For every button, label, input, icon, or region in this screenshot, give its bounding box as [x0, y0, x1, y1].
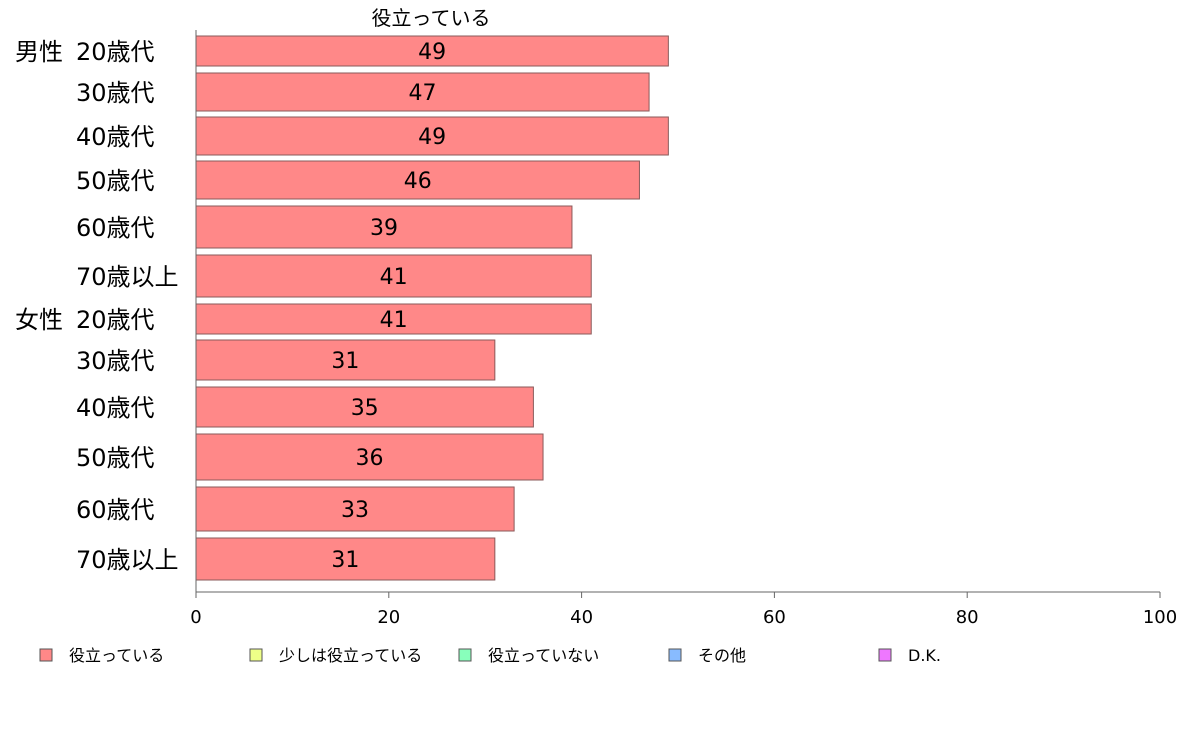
bar: [195, 537, 496, 581]
legend-label: D.K.: [908, 646, 941, 665]
category-label: 60歳代: [76, 496, 155, 524]
bar: [195, 303, 592, 335]
category-label: 30歳代: [76, 79, 155, 107]
category-labels: 20歳代男性30歳代40歳代50歳代60歳代70歳以上20歳代女性30歳代40歳…: [15, 38, 179, 574]
bar-value-label: 49: [418, 125, 446, 150]
x-tick-label: 20: [377, 607, 400, 628]
bar: [195, 160, 640, 200]
bar: [195, 72, 650, 112]
category-label: 50歳代: [76, 167, 155, 195]
bar: [195, 254, 592, 298]
bar-value-label: 46: [404, 169, 432, 194]
bar-value-label: 49: [418, 40, 446, 65]
x-tick-label: 0: [190, 607, 201, 628]
bar-value-label: 33: [341, 498, 369, 523]
legend-swatch: [39, 648, 53, 662]
bar-value-label: 36: [356, 446, 384, 471]
category-label: 20歳代: [76, 38, 155, 66]
x-tick-label: 100: [1143, 607, 1177, 628]
legend-swatch: [668, 648, 682, 662]
legend-label: 役立っている: [69, 646, 164, 665]
category-label: 70歳以上: [76, 263, 179, 291]
legend-swatch: [249, 648, 263, 662]
category-label: 50歳代: [76, 444, 155, 472]
category-label: 40歳代: [76, 123, 155, 151]
bar-value-label: 31: [331, 349, 359, 374]
bar-value-label: 35: [351, 396, 379, 421]
legend-label: 少しは役立っている: [279, 646, 422, 665]
bar-value-label: 39: [370, 216, 398, 241]
bar-value-label: 41: [380, 308, 408, 333]
category-label: 40歳代: [76, 394, 155, 422]
legend-label: その他: [698, 646, 746, 665]
bar: [195, 35, 669, 67]
group-label: 女性: [15, 306, 63, 334]
bar-value-label: 41: [380, 265, 408, 290]
legend-swatch: [878, 648, 892, 662]
category-label: 70歳以上: [76, 546, 179, 574]
x-tick-label: 60: [763, 607, 786, 628]
category-label: 30歳代: [76, 347, 155, 375]
category-label: 60歳代: [76, 214, 155, 242]
legend: 役立っている 少しは役立っている 役立っていない その他 D.K.: [39, 646, 941, 665]
chart-title: 役立っている: [372, 6, 491, 30]
bar: [195, 433, 544, 481]
bar: [195, 205, 573, 249]
bar: [195, 486, 515, 532]
bar-value-label: 47: [409, 81, 437, 106]
legend-swatch: [458, 648, 472, 662]
x-axis: 0 20 40 60 80 100: [190, 30, 1177, 628]
group-label: 男性: [15, 38, 63, 66]
x-tick-label: 80: [956, 607, 979, 628]
category-label: 20歳代: [76, 306, 155, 334]
x-tick-label: 40: [570, 607, 593, 628]
bar-value-label: 31: [331, 548, 359, 573]
bar: [195, 116, 669, 156]
legend-label: 役立っていない: [488, 646, 599, 665]
